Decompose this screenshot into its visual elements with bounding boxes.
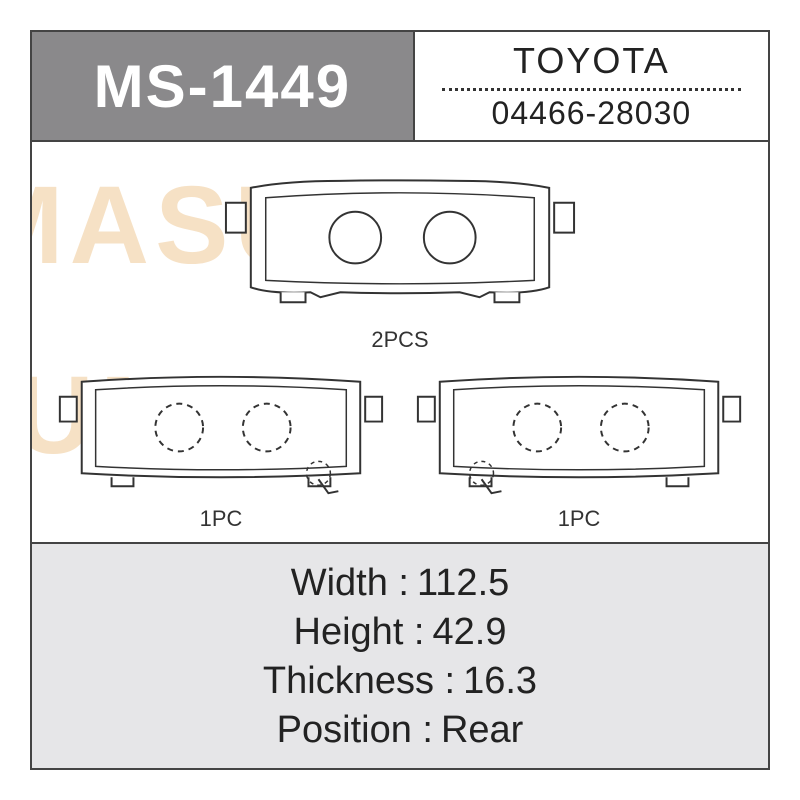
oem-number: 04466-28030 [492, 95, 692, 132]
header: MS-1449 TOYOTA 04466-28030 [32, 32, 768, 142]
spec-row-width: Width 112.5 [291, 562, 510, 605]
spec-position-value: Rear [441, 709, 523, 752]
maker-label: TOYOTA [513, 40, 670, 82]
spec-row-height: Height 42.9 [294, 611, 507, 654]
diagram-br-qty: 1PC [558, 506, 601, 531]
spec-row-thickness: Thickness 16.3 [263, 660, 537, 703]
diagram-area: 2PCS 1PC [32, 142, 768, 542]
part-number-box: MS-1449 [32, 32, 415, 140]
spec-thickness-value: 16.3 [463, 660, 537, 703]
spec-row-position: Position Rear [277, 709, 524, 752]
spec-width-label: Width [291, 562, 409, 605]
brand-box: TOYOTA 04466-28030 [415, 32, 768, 140]
spec-height-value: 42.9 [433, 611, 507, 654]
spec-height-label: Height [294, 611, 425, 654]
diagram-top-qty: 2PCS [371, 327, 428, 352]
dotted-separator [442, 88, 741, 91]
specs-panel: Width 112.5 Height 42.9 Thickness 16.3 P… [32, 542, 768, 770]
spec-thickness-label: Thickness [263, 660, 455, 703]
spec-width-value: 112.5 [417, 562, 509, 605]
diagram-bl-qty: 1PC [200, 506, 243, 531]
product-card: MASUMA MASUMA MASUMA MS-1449 TOYOTA 0446… [30, 30, 770, 770]
spec-position-label: Position [277, 709, 433, 752]
part-number: MS-1449 [94, 52, 351, 121]
brake-pad-diagram: 2PCS 1PC [32, 142, 768, 542]
